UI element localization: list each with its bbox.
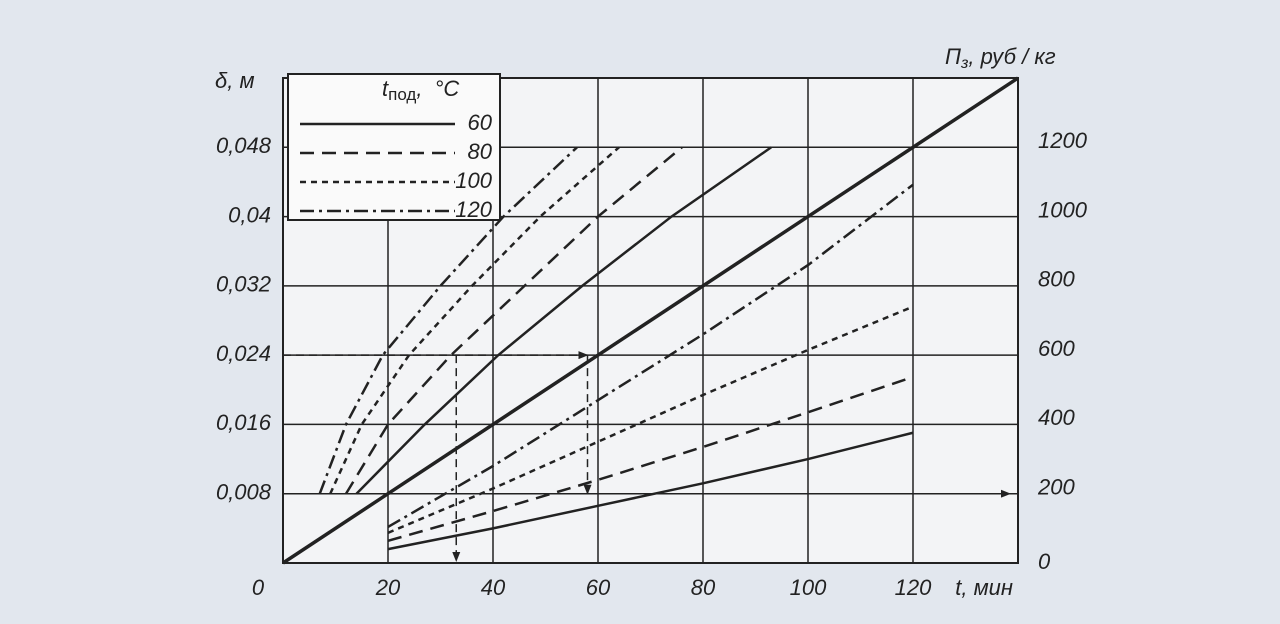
y-tick-label: 0,048	[216, 133, 272, 158]
series-line	[329, 146, 620, 495]
series-line	[387, 375, 914, 543]
x-axis-label: t, мин	[955, 575, 1013, 600]
y2-tick-label: 800	[1038, 267, 1075, 292]
y2-label-sub: з	[960, 55, 968, 72]
y-tick-label: 0,024	[216, 341, 271, 366]
y-tick-label: 0,032	[216, 272, 271, 297]
series-line	[355, 146, 772, 495]
x-tick-label: 100	[790, 575, 827, 600]
y-axis-label: δ, м	[215, 68, 255, 93]
legend-title-main: t	[382, 76, 389, 101]
x-tick-label: 80	[691, 575, 716, 600]
x-tick-label: 60	[586, 575, 611, 600]
series-line	[387, 305, 914, 535]
legend-box	[287, 73, 501, 221]
x-tick-label: 120	[895, 575, 932, 600]
y-tick-label: 0,008	[216, 480, 272, 505]
x-tick-label: 20	[375, 575, 401, 600]
y2-label-rest: , руб / кг	[968, 44, 1055, 69]
y2-axis-label: Пз, руб / кг	[945, 44, 1056, 72]
x-tick-label: 40	[481, 575, 506, 600]
plot-frame	[282, 77, 1019, 564]
y2-tick-label: 400	[1038, 405, 1075, 430]
y-tick-label: 0,04	[228, 202, 271, 227]
series-line	[387, 183, 914, 529]
legend-title-sub: под	[388, 85, 416, 104]
y2-tick-label: 600	[1038, 336, 1075, 361]
legend-label: 100	[455, 168, 492, 193]
x-tick-label: 0	[252, 575, 265, 600]
series-line	[318, 146, 578, 495]
legend-label: 120	[455, 197, 492, 222]
series-line	[387, 431, 914, 551]
y-tick-label: 0,016	[216, 410, 272, 435]
y2-tick-label: 0	[1038, 549, 1051, 574]
y2-tick-label: 200	[1037, 475, 1075, 500]
legend-label: 80	[468, 139, 493, 164]
legend-title-comma: ,	[416, 76, 428, 101]
y2-tick-label: 1000	[1038, 197, 1088, 222]
legend-title-unit: °C	[435, 76, 460, 101]
y2-tick-label: 1200	[1038, 128, 1088, 153]
y2-label-main: П	[945, 44, 961, 69]
series-line	[282, 76, 1019, 565]
legend-label: 60	[468, 110, 493, 135]
legend-title: tпод, °C	[382, 76, 459, 105]
series-line	[344, 146, 683, 495]
